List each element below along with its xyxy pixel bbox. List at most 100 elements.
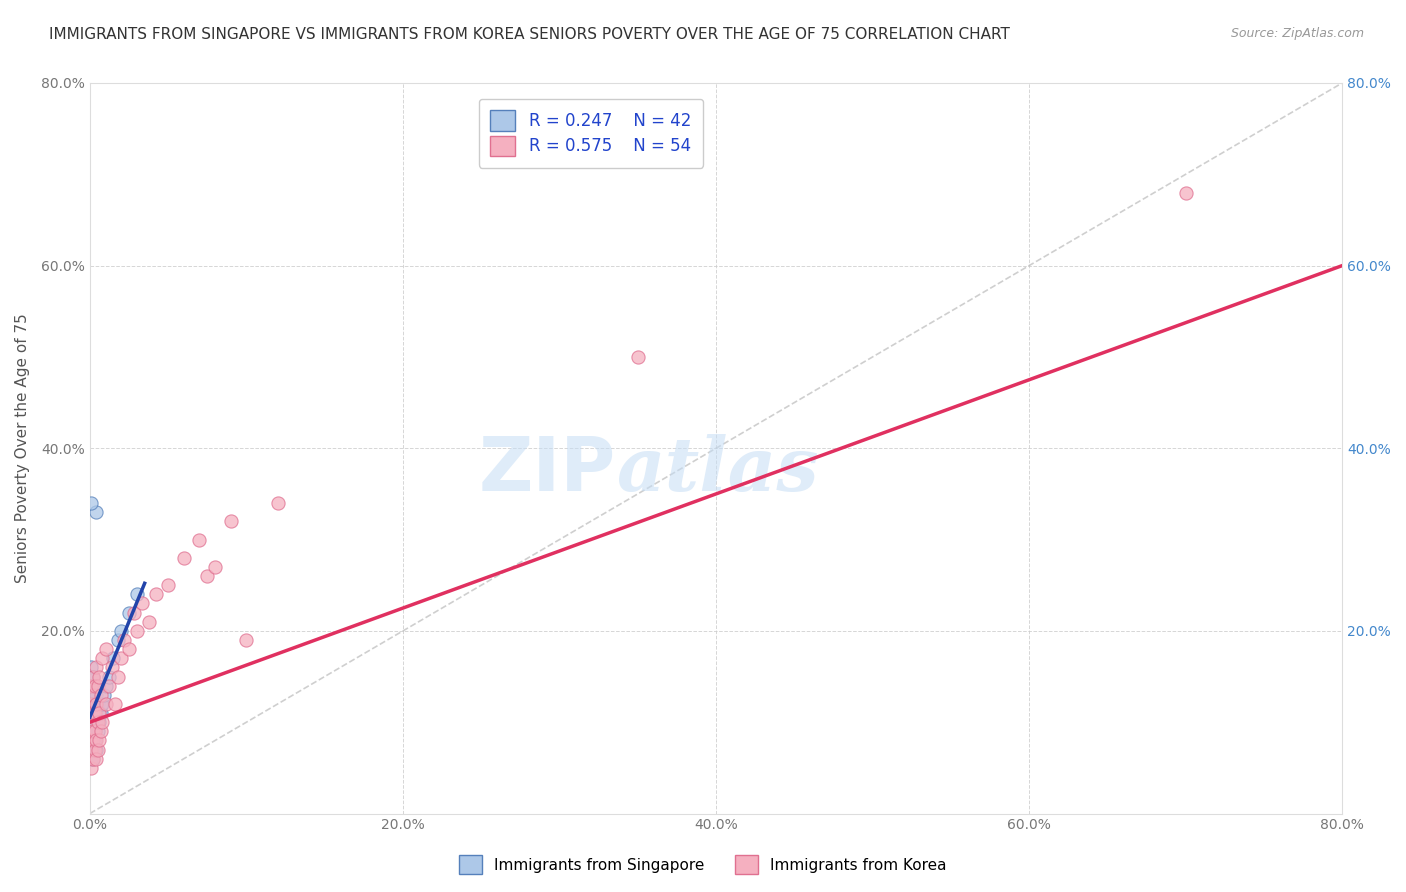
Point: [82, 742, 104, 756]
Point: [80, 688, 103, 702]
Y-axis label: Seniors Poverty Over the Age of 75: Seniors Poverty Over the Age of 75: [15, 313, 30, 583]
Point: [86, 679, 108, 693]
Text: ZIP: ZIP: [478, 434, 616, 507]
Point: [157, 578, 180, 592]
Point: [131, 597, 153, 611]
Point: [188, 533, 211, 547]
Point: [94, 679, 117, 693]
Point: [84, 733, 107, 747]
Point: [82, 752, 104, 766]
Point: [83, 742, 105, 756]
Point: [82, 669, 104, 683]
Point: [86, 697, 108, 711]
Point: [110, 624, 132, 638]
Legend: R = 0.247    N = 42, R = 0.575    N = 54: R = 0.247 N = 42, R = 0.575 N = 54: [479, 99, 703, 168]
Point: [83, 715, 105, 730]
Point: [125, 624, 148, 638]
Point: [84, 742, 107, 756]
Point: [90, 688, 112, 702]
Point: [82, 688, 104, 702]
Point: [89, 706, 111, 720]
Point: [82, 715, 104, 730]
Point: [82, 733, 104, 747]
Point: [107, 633, 129, 648]
Point: [91, 651, 114, 665]
Text: Source: ZipAtlas.com: Source: ZipAtlas.com: [1230, 27, 1364, 40]
Point: [80, 742, 103, 756]
Point: [82, 706, 104, 720]
Point: [90, 724, 112, 739]
Point: [89, 706, 111, 720]
Point: [90, 697, 112, 711]
Point: [84, 505, 107, 519]
Point: [173, 550, 195, 565]
Point: [89, 715, 111, 730]
Point: [125, 587, 148, 601]
Point: [84, 752, 107, 766]
Point: [104, 697, 127, 711]
Point: [80, 733, 103, 747]
Point: [80, 496, 103, 510]
Point: [80, 679, 103, 693]
Point: [107, 669, 129, 683]
Point: [89, 669, 111, 683]
Point: [82, 733, 104, 747]
Point: [86, 742, 108, 756]
Point: [83, 724, 105, 739]
Point: [90, 706, 112, 720]
Point: [80, 724, 103, 739]
Point: [84, 697, 107, 711]
Point: [118, 642, 141, 657]
Point: [80, 715, 103, 730]
Point: [82, 669, 104, 683]
Point: [235, 633, 257, 648]
Point: [138, 615, 160, 629]
Point: [195, 569, 218, 583]
Point: [145, 587, 167, 601]
Point: [91, 697, 114, 711]
Point: [84, 660, 107, 674]
Point: [97, 669, 120, 683]
Legend: Immigrants from Singapore, Immigrants from Korea: Immigrants from Singapore, Immigrants fr…: [453, 849, 953, 880]
Point: [82, 724, 104, 739]
Point: [91, 715, 114, 730]
Point: [112, 633, 135, 648]
Text: atlas: atlas: [616, 434, 818, 507]
Point: [80, 697, 103, 711]
Point: [80, 761, 103, 775]
Point: [80, 706, 103, 720]
Point: [82, 752, 104, 766]
Point: [267, 496, 290, 510]
Point: [97, 679, 120, 693]
Point: [80, 742, 103, 756]
Point: [80, 752, 103, 766]
Text: IMMIGRANTS FROM SINGAPORE VS IMMIGRANTS FROM KOREA SENIORS POVERTY OVER THE AGE : IMMIGRANTS FROM SINGAPORE VS IMMIGRANTS …: [49, 27, 1010, 42]
Point: [627, 350, 650, 364]
Point: [86, 715, 108, 730]
Point: [80, 715, 103, 730]
Point: [83, 733, 105, 747]
Point: [82, 697, 104, 711]
Point: [80, 679, 103, 693]
Point: [84, 715, 107, 730]
Point: [89, 733, 111, 747]
Point: [80, 733, 103, 747]
Point: [93, 688, 115, 702]
Point: [103, 651, 125, 665]
Point: [82, 706, 104, 720]
Point: [84, 688, 107, 702]
Point: [110, 651, 132, 665]
Point: [80, 697, 103, 711]
Point: [1174, 186, 1197, 200]
Point: [94, 642, 117, 657]
Point: [83, 679, 105, 693]
Point: [83, 679, 105, 693]
Point: [219, 514, 242, 528]
Point: [94, 697, 117, 711]
Point: [83, 706, 105, 720]
Point: [86, 724, 108, 739]
Point: [204, 560, 226, 574]
Point: [80, 660, 103, 674]
Point: [100, 660, 122, 674]
Point: [83, 724, 105, 739]
